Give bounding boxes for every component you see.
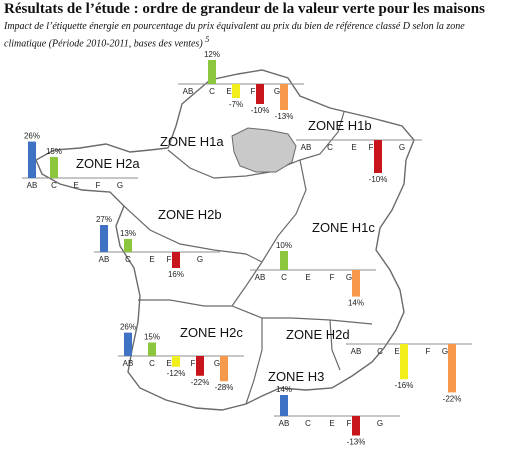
zone-h1a-value-c: 12% — [204, 50, 220, 59]
zone-h2c-value-g: -28% — [215, 383, 234, 392]
zone-h2b-tick-e: E — [149, 255, 154, 264]
subtitle-text: Impact de l’étiquette énergie en pourcen… — [4, 21, 465, 50]
zone-h1a-bar-g — [280, 84, 288, 110]
zone-h2b-tick-g: G — [197, 255, 203, 264]
zone-label-h2c: ZONE H2c — [180, 325, 243, 340]
zone-h2c-value-c: 15% — [144, 333, 160, 342]
zone-h2c-bar-f — [196, 356, 204, 376]
zone-h2d-value-g: -22% — [443, 394, 462, 403]
zone-h2c-value-f: -22% — [191, 378, 210, 387]
zone-h2a-bar-ab — [28, 141, 36, 178]
zone-h1a-value-e: -7% — [229, 100, 243, 109]
zone-h2d-bar-g — [448, 344, 456, 393]
zone-label-h2a: ZONE H2a — [76, 156, 140, 171]
zone-h1a-value-g: -13% — [275, 112, 294, 121]
zone-h1a-bar-e — [232, 84, 240, 98]
subtitle-footnote: 5 — [205, 35, 210, 44]
zone-h1c-value-c: 10% — [276, 241, 292, 250]
zone-h2b-value-f: 16% — [168, 270, 184, 279]
zone-label-h2d: ZONE H2d — [286, 327, 350, 342]
zone-h2d-tick-c: C — [377, 347, 383, 356]
zone-h2b-bar-c — [124, 239, 132, 252]
zone-h2b-tick-c: C — [125, 255, 131, 264]
zone-h3-tick-f: F — [347, 419, 352, 428]
zone-h2c-tick-ab: AB — [123, 359, 134, 368]
zone-h2c-tick-c: C — [149, 359, 155, 368]
zone-h2d-tick-e: E — [394, 347, 399, 356]
zone-h3-tick-ab: AB — [279, 419, 290, 428]
zone-h2c-bar-e — [172, 356, 180, 367]
france-outline — [35, 69, 415, 411]
zone-h2d-value-e: -16% — [395, 381, 414, 390]
zone-h2b-value-c: 13% — [120, 229, 136, 238]
zone-h2a-tick-e: E — [73, 181, 78, 190]
subtitle: Impact de l’étiquette énergie en pourcen… — [4, 20, 509, 50]
zone-h1b-tick-c: C — [327, 143, 333, 152]
zone-h2d-tick-f: F — [426, 347, 431, 356]
zone-h2b-tick-f: F — [167, 255, 172, 264]
zone-h1c-tick-e: E — [305, 273, 310, 282]
zone-h1b-tick-g: G — [399, 143, 405, 152]
zone-h2a-value-ab: 26% — [24, 132, 40, 141]
zone-h3-bar-ab — [280, 395, 288, 416]
zone-h3-tick-e: E — [329, 419, 334, 428]
zone-h1c-tick-ab: AB — [255, 273, 266, 282]
zone-h2a-tick-g: G — [117, 181, 123, 190]
zone-h1c-tick-f: F — [330, 273, 335, 282]
zone-h2c-tick-f: F — [191, 359, 196, 368]
zone-h2a-tick-c: C — [51, 181, 57, 190]
zone-h1a-tick-ab: AB — [183, 87, 194, 96]
zone-h1c-bar-g — [352, 270, 360, 297]
zone-h2c-bar-g — [220, 356, 228, 382]
zone-h2c-tick-e: E — [166, 359, 171, 368]
zone-h3-value-ab: 14% — [276, 385, 292, 394]
bar-charts-layer: AB 12% C -7% E -10% F -13% G AB C E -10% F G AB 10% C E F 14… — [22, 50, 472, 447]
zone-h2c-bar-c — [148, 342, 156, 356]
zone-h1b-bar-f — [374, 140, 382, 173]
zone-h2b-bar-ab — [100, 225, 108, 252]
zone-h2d-tick-ab: AB — [351, 347, 362, 356]
zone-h1a-tick-c: C — [209, 87, 215, 96]
zone-h2d-tick-g: G — [442, 347, 448, 356]
zone-h2b-tick-ab: AB — [99, 255, 110, 264]
zone-h1a-value-f: -10% — [251, 106, 270, 115]
zone-h3-tick-c: C — [305, 419, 311, 428]
zone-h2a-tick-ab: AB — [27, 181, 38, 190]
zone-h3-bar-f — [352, 416, 360, 436]
zone-h3-value-f: -13% — [347, 438, 366, 447]
zone-h2a-tick-f: F — [96, 181, 101, 190]
zone-h1c-tick-c: C — [281, 273, 287, 282]
zone-h1b-tick-e: E — [351, 143, 356, 152]
page-title: Résultats de l’étude : ordre de grandeur… — [4, 1, 485, 17]
zone-h3-tick-g: G — [377, 419, 383, 428]
zone-label-h1b: ZONE H1b — [308, 118, 372, 133]
zone-h2a-value-c: 15% — [46, 147, 62, 156]
zone-h2c-value-e: -12% — [167, 369, 186, 378]
zone-h2a-bar-c — [50, 157, 58, 178]
zone-h1b-tick-f: F — [369, 143, 374, 152]
zone-h1a-bar-c — [208, 60, 216, 84]
zone-h1b-tick-ab: AB — [301, 143, 312, 152]
zone-h1c-value-g: 14% — [348, 299, 364, 308]
zone-h1c-tick-g: G — [346, 273, 352, 282]
zone-h2d-bar-e — [400, 344, 408, 380]
zone-h2b-value-ab: 27% — [96, 215, 112, 224]
zone-h1a-tick-e: E — [226, 87, 231, 96]
zone-h1a-bar-f — [256, 84, 264, 104]
zone-h2c-value-ab: 26% — [120, 323, 136, 332]
zone-h1a-tick-f: F — [251, 87, 256, 96]
zone-h1a-tick-g: G — [274, 87, 280, 96]
zone-h1c-bar-c — [280, 251, 288, 270]
zone-h2c-bar-ab — [124, 332, 132, 356]
zone-h1b-value-f: -10% — [369, 175, 388, 184]
zone-label-h3: ZONE H3 — [268, 369, 324, 384]
zone-label-h2b: ZONE H2b — [158, 207, 222, 222]
zone-label-h1a: ZONE H1a — [160, 134, 224, 149]
ile-de-france-region — [231, 127, 297, 173]
zone-label-h1c: ZONE H1c — [312, 220, 375, 235]
zone-h2c-tick-g: G — [214, 359, 220, 368]
zone-h2b-bar-f — [172, 252, 180, 268]
